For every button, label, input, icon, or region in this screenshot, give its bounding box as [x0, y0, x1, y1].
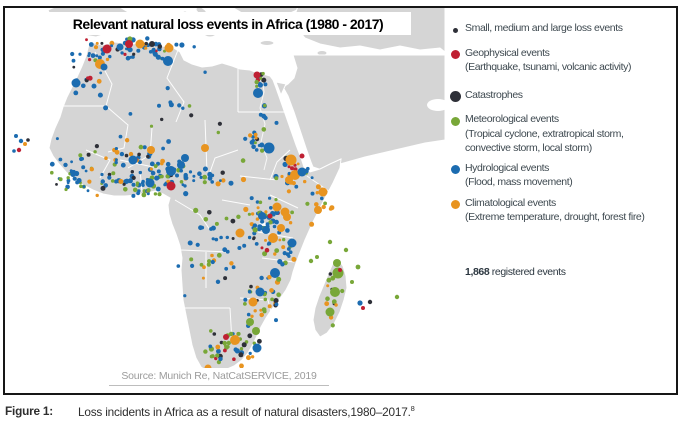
- legend-item-meteorological: Meteorological events (Tropical cyclone, …: [445, 112, 674, 156]
- figure-box: Relevant natural loss events in Africa (…: [3, 6, 678, 395]
- event-dots-layer: [12, 36, 400, 372]
- persian-gulf-notch: [427, 99, 449, 111]
- registered-events-count: 1,868 registered events: [445, 265, 674, 280]
- climatological-dot-icon: [450, 200, 460, 209]
- hydrological-dot-icon: [450, 165, 460, 174]
- events-count-number: 1,868: [465, 265, 490, 278]
- source-note: Source: Munich Re, NatCatSERVICE, 2019: [109, 368, 329, 386]
- small-loss-dot-icon: [452, 27, 458, 33]
- land-crete: [259, 40, 275, 46]
- geophysical-dot-icon: [450, 50, 460, 59]
- catastrophes-dot-icon: [449, 91, 461, 102]
- legend-item-climatological: Climatological events (Extreme temperatur…: [445, 196, 674, 225]
- meteorological-dot-icon: [450, 116, 460, 126]
- caption-footnote-ref: 8: [410, 404, 415, 413]
- legend-item-catastrophes: Catastrophes: [445, 88, 674, 102]
- landmasses: [47, 8, 449, 373]
- figure-caption: Figure 1: Loss incidents in Africa as a …: [5, 404, 675, 419]
- legend: Small, medium and large loss events Geop…: [445, 21, 674, 279]
- land-sinai: [275, 81, 287, 97]
- legend-item-hydrological: Hydrological events (Flood, mass movement…: [445, 161, 674, 190]
- events-count-text: registered events: [489, 265, 566, 278]
- caption-text: Loss incidents in Africa as a result of …: [78, 404, 415, 419]
- map-title: Relevant natural loss events in Africa (…: [45, 12, 411, 35]
- caption-label: Figure 1:: [5, 404, 54, 418]
- land-arabia: [282, 54, 446, 171]
- legend-item-geophysical: Geophysical events (Earthquake, tsunami, …: [445, 46, 674, 75]
- legend-item-small-loss: Small, medium and large loss events: [445, 21, 674, 36]
- nile-river: [259, 76, 268, 171]
